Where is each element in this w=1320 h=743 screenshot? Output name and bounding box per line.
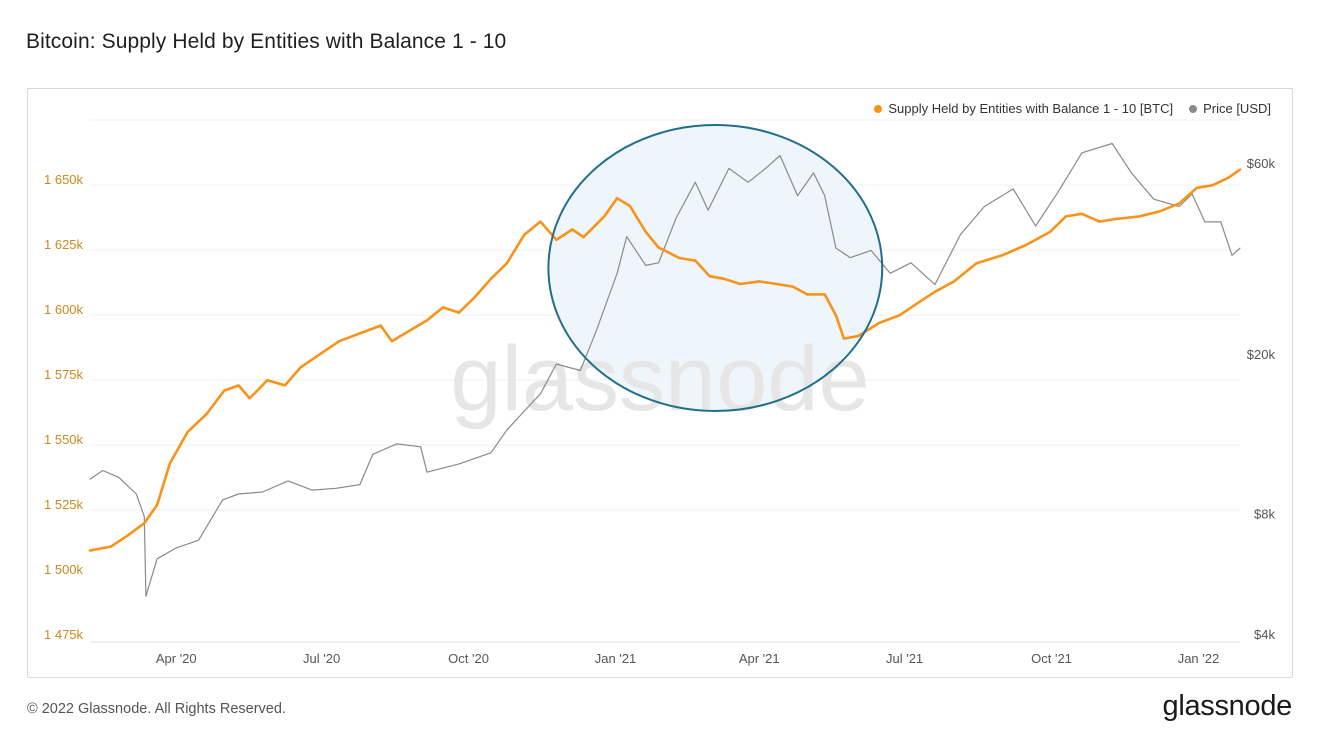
left-axis-tick-label: 1 650k [44,172,84,187]
left-axis-tick-label: 1 600k [44,302,84,317]
x-axis-tick-label: Jan '22 [1178,651,1220,666]
right-axis-tick-label: $4k [1254,627,1275,642]
left-axis-tick-label: 1 625k [44,237,84,252]
legend-label-supply: Supply Held by Entities with Balance 1 -… [888,101,1174,116]
x-axis-tick-label: Apr '21 [739,651,780,666]
footer-copyright: © 2022 Glassnode. All Rights Reserved. [27,701,286,717]
x-axis-tick-label: Oct '20 [448,651,489,666]
legend-dot-price [1189,104,1198,113]
left-axis-tick-label: 1 575k [44,367,84,382]
series-line-supply [88,168,1242,552]
right-axis-tick-label: $8k [1254,506,1275,521]
chart-title: Bitcoin: Supply Held by Entities with Ba… [26,30,507,53]
x-axis: Apr '20 Jul '20 Oct '20 Jan '21 Apr '21 Jul '… [156,651,1219,666]
highlight-ellipse [547,124,884,412]
watermark: glassnode [450,328,869,430]
x-axis-tick-label: Jul '21 [886,651,923,666]
right-axis-tick-label: $20k [1247,347,1276,362]
footer-logo: glassnode [1162,690,1292,722]
highlight-layer [548,125,883,411]
left-axis-tick-label: 1 500k [44,562,84,577]
right-axis: $4k $8k $20k $60k [1247,156,1276,642]
x-axis-tick-label: Oct '21 [1031,651,1072,666]
left-axis-tick-label: 1 475k [44,627,84,642]
series-line-price [89,142,1241,597]
right-axis-tick-label: $60k [1247,156,1276,171]
x-axis-tick-label: Jan '21 [595,651,637,666]
legend-label-price: Price [USD] [1203,101,1271,116]
left-axis-tick-label: 1 550k [44,432,84,447]
legend-item-supply[interactable]: Supply Held by Entities with Balance 1 -… [874,101,1173,116]
series-layer [88,142,1242,597]
legend-dot-supply [874,104,883,113]
x-axis-tick-label: Apr '20 [156,651,197,666]
x-axis-tick-label: Jul '20 [303,651,340,666]
highlight-ellipse-fill [548,125,883,411]
legend-item-price[interactable]: Price [USD] [1189,101,1271,116]
left-axis: 1 475k 1 500k 1 525k 1 550k 1 575k 1 600k 1 62… [44,172,84,642]
left-axis-tick-label: 1 525k [44,497,84,512]
chart-legend: Supply Held by Entities with Balance 1 -… [874,101,1271,116]
highlight-outline-layer [547,124,884,412]
